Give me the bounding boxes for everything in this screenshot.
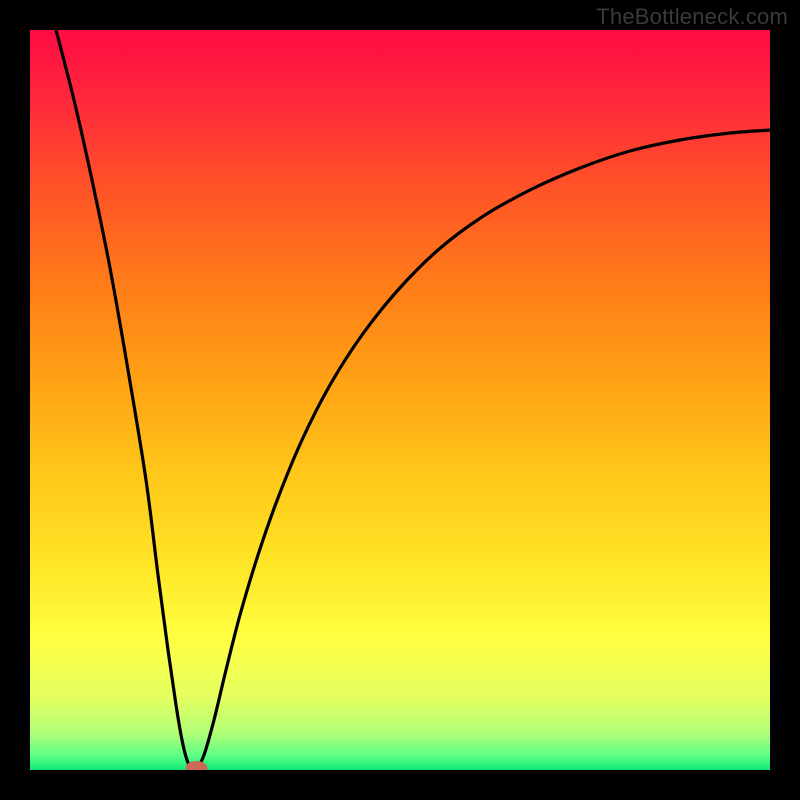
- bottleneck-chart: [0, 0, 800, 800]
- watermark-text: TheBottleneck.com: [596, 4, 788, 30]
- plot-background: [30, 30, 770, 770]
